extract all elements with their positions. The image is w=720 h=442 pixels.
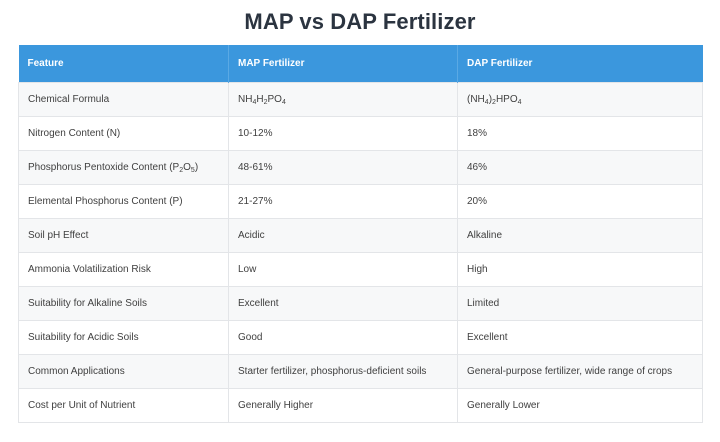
feature-cell: Cost per Unit of Nutrient (18, 387, 229, 423)
table-row: Cost per Unit of Nutrient Generally High… (18, 387, 703, 423)
dap-cell: (NH4)2HPO4 (457, 81, 703, 117)
dap-cell: 46% (457, 149, 703, 185)
table-row: Suitability for Alkaline Soils Excellent… (18, 285, 703, 321)
table-row: Soil pH Effect Acidic Alkaline (18, 217, 703, 253)
map-cell: NH4H2PO4 (228, 81, 458, 117)
table-row: Chemical Formula NH4H2PO4 (NH4)2HPO4 (18, 81, 703, 117)
table-row: Common Applications Starter fertilizer, … (18, 353, 703, 389)
table-header-row: Feature MAP Fertilizer DAP Fertilizer (18, 45, 703, 82)
dap-cell: 20% (457, 183, 703, 219)
dap-cell: Excellent (457, 319, 703, 355)
map-cell: Generally Higher (228, 387, 458, 423)
dap-cell: 18% (457, 115, 703, 151)
dap-cell: Generally Lower (457, 387, 703, 423)
feature-cell: Soil pH Effect (18, 217, 229, 253)
table-row: Elemental Phosphorus Content (P) 21-27% … (18, 183, 703, 219)
column-header-map: MAP Fertilizer (228, 45, 458, 82)
map-cell: 21-27% (228, 183, 458, 219)
feature-cell: Ammonia Volatilization Risk (18, 251, 229, 287)
map-cell: 48-61% (228, 149, 458, 185)
comparison-table: Feature MAP Fertilizer DAP Fertilizer Ch… (18, 45, 703, 423)
dap-cell: High (457, 251, 703, 287)
map-cell: Good (228, 319, 458, 355)
page-title: MAP vs DAP Fertilizer (244, 9, 476, 34)
table-row: Ammonia Volatilization Risk Low High (18, 251, 703, 287)
map-cell: Low (228, 251, 458, 287)
table-row: Nitrogen Content (N) 10-12% 18% (18, 115, 703, 151)
table-row: Phosphorus Pentoxide Content (P2O5) 48-6… (18, 149, 703, 185)
feature-cell: Elemental Phosphorus Content (P) (18, 183, 229, 219)
table-body: Chemical Formula NH4H2PO4 (NH4)2HPO4 Nit… (18, 81, 703, 423)
dap-cell: Limited (457, 285, 703, 321)
map-cell: Excellent (228, 285, 458, 321)
column-header-feature: Feature (18, 45, 229, 82)
map-cell: Starter fertilizer, phosphorus-deficient… (228, 353, 458, 389)
dap-cell: Alkaline (457, 217, 703, 253)
feature-cell: Phosphorus Pentoxide Content (P2O5) (18, 149, 229, 185)
feature-cell: Nitrogen Content (N) (18, 115, 229, 151)
map-cell: 10-12% (228, 115, 458, 151)
map-cell: Acidic (228, 217, 458, 253)
feature-cell: Chemical Formula (18, 81, 229, 117)
column-header-dap: DAP Fertilizer (467, 57, 533, 69)
dap-cell: General-purpose fertilizer, wide range o… (457, 353, 703, 389)
feature-cell: Suitability for Alkaline Soils (18, 285, 229, 321)
table-row: Suitability for Acidic Soils Good Excell… (18, 319, 703, 355)
feature-cell: Common Applications (18, 353, 229, 389)
feature-cell: Suitability for Acidic Soils (18, 319, 229, 355)
